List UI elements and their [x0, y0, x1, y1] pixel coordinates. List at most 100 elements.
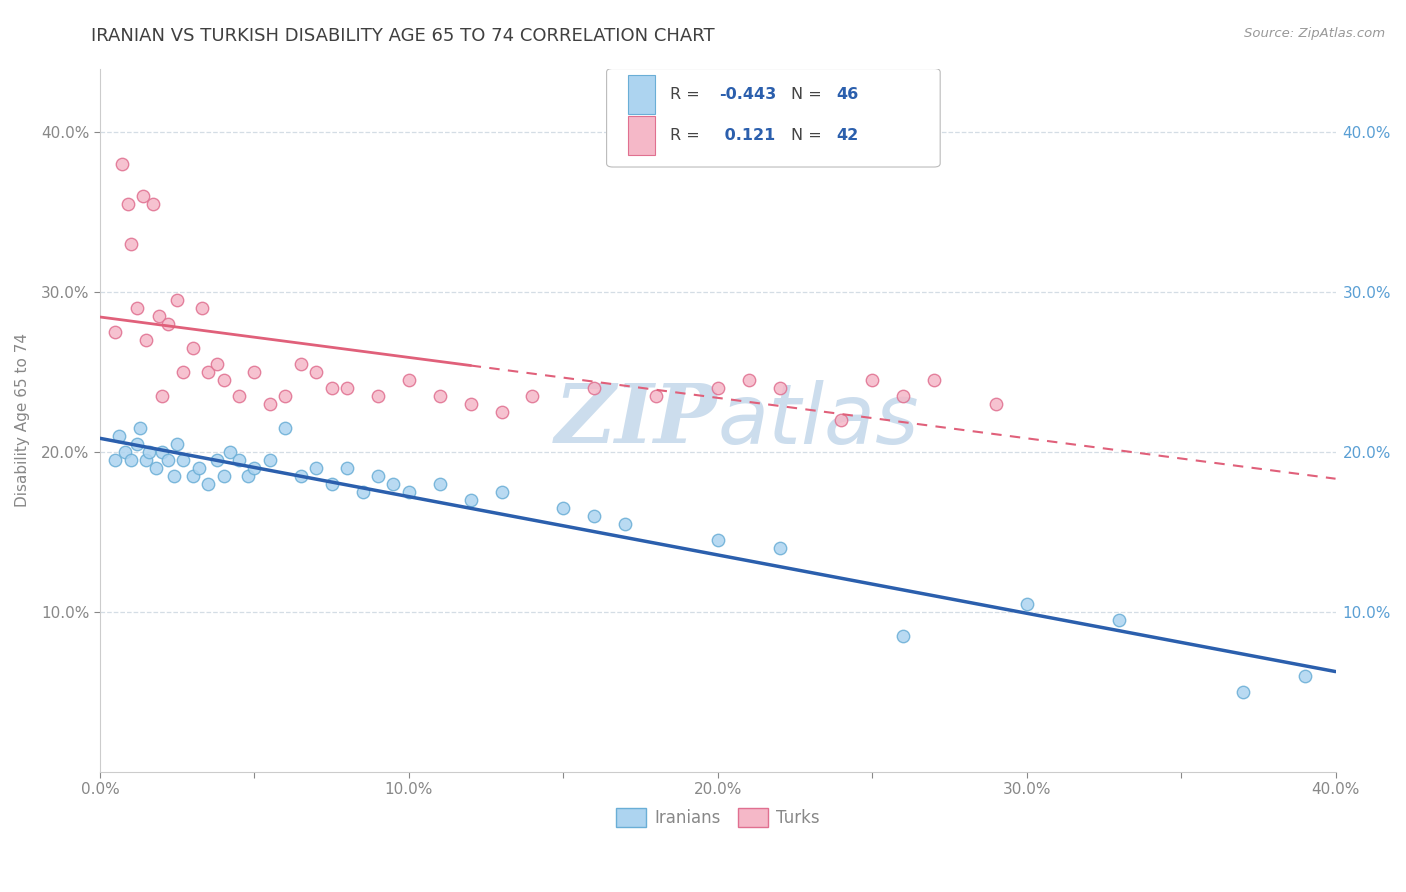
Point [1232, 685, 1254, 699]
Point [768, 541, 790, 556]
Point [197, 477, 219, 491]
Text: 42: 42 [837, 128, 859, 143]
Text: -0.443: -0.443 [718, 87, 776, 102]
Point [583, 381, 606, 395]
Point [259, 397, 281, 411]
Text: R =: R = [669, 128, 704, 143]
Point [238, 469, 260, 483]
Point [191, 301, 214, 316]
Point [117, 197, 139, 211]
Point [460, 397, 482, 411]
Point [522, 389, 544, 403]
Point [321, 477, 343, 491]
FancyBboxPatch shape [627, 75, 655, 114]
Point [163, 469, 186, 483]
Point [172, 365, 194, 379]
Point [398, 373, 420, 387]
Point [583, 509, 606, 524]
Point [891, 389, 914, 403]
FancyBboxPatch shape [627, 116, 655, 154]
Point [172, 453, 194, 467]
Point [274, 421, 297, 435]
FancyBboxPatch shape [606, 69, 941, 167]
Text: N =: N = [790, 87, 827, 102]
Point [111, 157, 134, 171]
Point [181, 342, 204, 356]
Point [129, 421, 152, 435]
Point [150, 445, 173, 459]
Point [460, 493, 482, 508]
Point [860, 373, 883, 387]
Point [984, 397, 1007, 411]
Point [228, 389, 250, 403]
Point [207, 453, 229, 467]
Point [553, 501, 575, 516]
Point [321, 381, 343, 395]
Point [104, 453, 127, 467]
Point [367, 469, 389, 483]
Point [141, 197, 163, 211]
Point [336, 381, 359, 395]
Point [145, 461, 167, 475]
Point [645, 389, 668, 403]
Point [922, 373, 945, 387]
Point [138, 445, 160, 459]
Point [737, 373, 759, 387]
Point [367, 389, 389, 403]
Point [491, 485, 513, 500]
Legend: Iranians, Turks: Iranians, Turks [609, 802, 827, 834]
Point [1108, 613, 1130, 627]
Point [243, 365, 266, 379]
Point [212, 469, 235, 483]
Point [305, 461, 328, 475]
Point [352, 485, 374, 500]
Point [768, 381, 790, 395]
Point [290, 357, 312, 371]
Point [148, 310, 170, 324]
Point [491, 405, 513, 419]
Point [156, 318, 179, 332]
Text: IRANIAN VS TURKISH DISABILITY AGE 65 TO 74 CORRELATION CHART: IRANIAN VS TURKISH DISABILITY AGE 65 TO … [91, 27, 716, 45]
Point [1294, 669, 1316, 683]
Point [127, 437, 149, 451]
Point [166, 293, 188, 308]
Point [207, 357, 229, 371]
Point [336, 461, 359, 475]
Text: atlas: atlas [718, 380, 920, 461]
Text: Source: ZipAtlas.com: Source: ZipAtlas.com [1244, 27, 1385, 40]
Point [1015, 597, 1038, 611]
Point [830, 413, 852, 427]
Point [120, 453, 142, 467]
Point [166, 437, 188, 451]
Point [197, 365, 219, 379]
Point [259, 453, 281, 467]
Point [187, 461, 209, 475]
Point [212, 373, 235, 387]
Text: 0.121: 0.121 [718, 128, 775, 143]
Text: 46: 46 [837, 87, 859, 102]
Point [135, 453, 157, 467]
Point [707, 533, 730, 548]
Point [429, 389, 451, 403]
Text: N =: N = [790, 128, 827, 143]
Point [429, 477, 451, 491]
Point [891, 629, 914, 643]
Point [382, 477, 405, 491]
Text: R =: R = [669, 87, 704, 102]
Point [120, 237, 142, 252]
Text: ZIP: ZIP [555, 380, 718, 460]
Point [181, 469, 204, 483]
Point [127, 301, 149, 316]
Point [218, 445, 240, 459]
Point [305, 365, 328, 379]
Point [104, 326, 127, 340]
Point [114, 445, 136, 459]
Point [135, 334, 157, 348]
Y-axis label: Disability Age 65 to 74: Disability Age 65 to 74 [15, 334, 30, 508]
Point [228, 453, 250, 467]
Point [156, 453, 179, 467]
Point [614, 517, 637, 532]
Point [150, 389, 173, 403]
Point [290, 469, 312, 483]
Point [107, 429, 129, 443]
